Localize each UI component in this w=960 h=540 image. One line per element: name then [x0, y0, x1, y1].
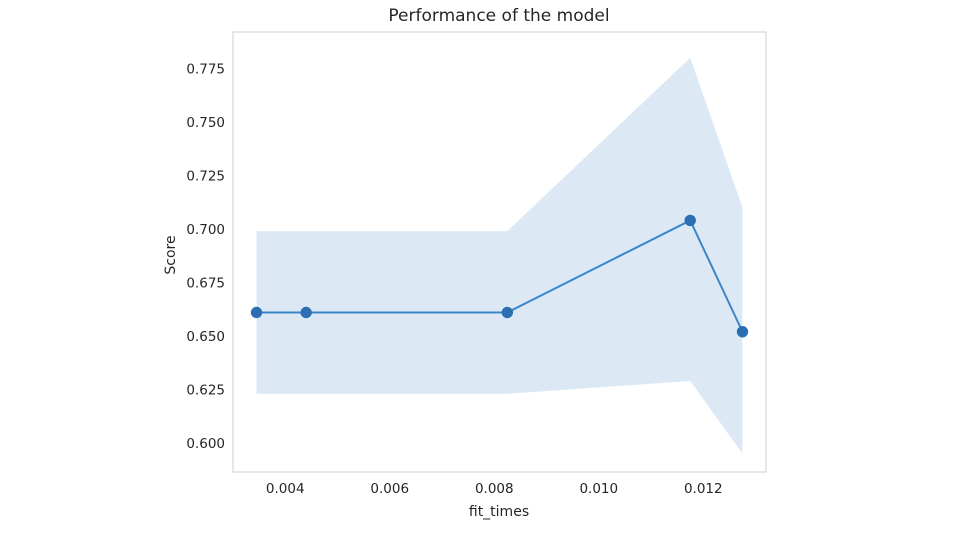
y-tick-label: 0.650: [186, 329, 225, 345]
plot-area: 0.600 0.625 0.650 0.675 0.700 0.725 0.750 0.775…: [186, 31, 767, 497]
data-point: [684, 214, 696, 227]
confidence-band: [256, 57, 743, 454]
data-point: [300, 306, 312, 319]
data-point: [501, 306, 514, 319]
x-tick-label: 0.010: [579, 481, 618, 497]
x-tick-label: 0.006: [370, 481, 409, 497]
y-tick-label: 0.750: [186, 115, 225, 131]
x-tick-label: 0.012: [684, 481, 723, 497]
data-point: [250, 306, 263, 319]
y-tick-label: 0.600: [186, 436, 225, 452]
y-tick-label: 0.725: [186, 168, 225, 184]
y-tick-label: 0.625: [186, 383, 225, 399]
y-axis-label: Score: [163, 235, 179, 274]
y-tick-label: 0.775: [186, 61, 225, 77]
y-tick-label: 0.700: [186, 222, 225, 238]
plot-frame: [232, 31, 767, 473]
x-axis-label: fit_times: [469, 504, 529, 520]
x-tick-label: 0.004: [266, 481, 305, 497]
chart-title: Performance of the model: [388, 6, 609, 26]
y-tick-label: 0.675: [186, 276, 225, 292]
data-point: [736, 326, 749, 338]
x-tick-label: 0.008: [475, 481, 514, 497]
